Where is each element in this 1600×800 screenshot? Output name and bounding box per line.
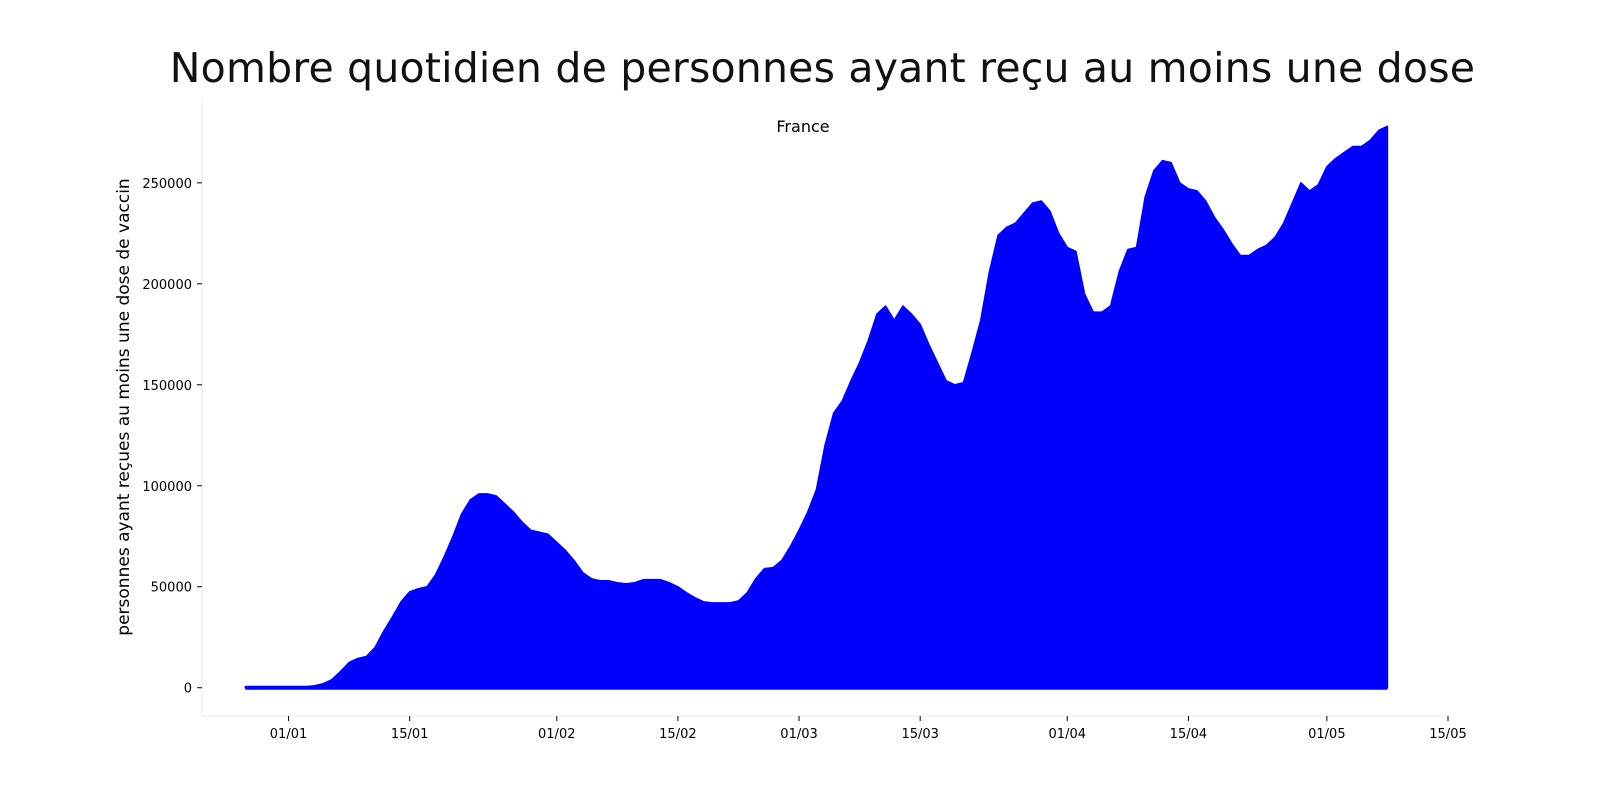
x-tick-label: 01/04 — [1049, 727, 1086, 742]
x-tick-label: 01/01 — [270, 727, 307, 742]
x-tick-label: 15/05 — [1429, 727, 1466, 742]
y-tick-label: 50000 — [151, 581, 192, 596]
x-tick-label: 15/01 — [391, 727, 428, 742]
x-tick-label: 15/04 — [1170, 727, 1207, 742]
y-tick-label: 150000 — [142, 379, 192, 394]
x-axis: 01/01 15/01 01/02 15/02 01/03 15/03 01/04 15/04… — [270, 716, 1467, 742]
x-tick-label: 01/05 — [1308, 727, 1345, 742]
chart-subtitle: France — [776, 117, 829, 136]
area-layer — [244, 125, 1389, 690]
area-series — [244, 125, 1389, 689]
y-tick-label: 200000 — [142, 278, 192, 293]
y-axis-label: personnes ayant reçues au moins une dose… — [114, 178, 134, 635]
chart-title: Nombre quotidien de personnes ayant reçu… — [169, 44, 1476, 92]
x-tick-label: 01/02 — [538, 727, 575, 742]
y-tick-label: 250000 — [142, 177, 192, 192]
y-tick-label: 100000 — [142, 480, 192, 495]
x-tick-label: 15/03 — [901, 727, 938, 742]
x-tick-label: 01/03 — [780, 727, 817, 742]
y-axis: 0 50000 100000 150000 200000 250000 — [142, 177, 202, 697]
y-tick-label: 0 — [184, 682, 192, 697]
x-tick-label: 15/02 — [659, 727, 696, 742]
